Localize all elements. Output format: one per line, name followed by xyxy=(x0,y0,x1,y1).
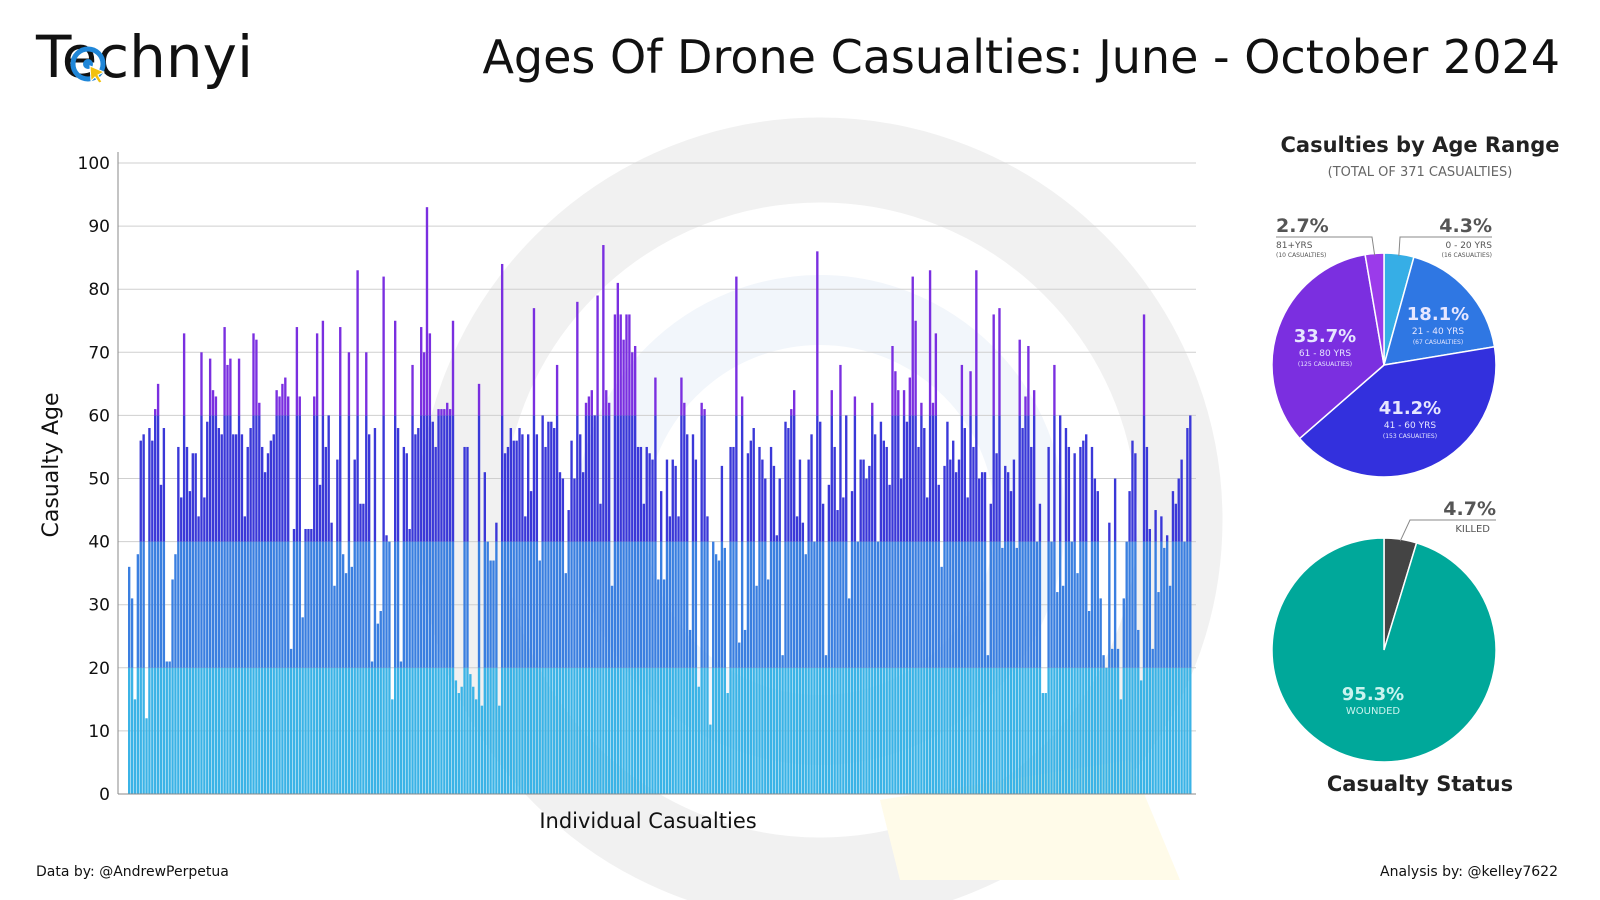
y-tick-label: 80 xyxy=(88,280,110,300)
y-axis-label: Casualty Age xyxy=(39,392,64,537)
y-tick-label: 100 xyxy=(78,154,110,174)
color-band xyxy=(128,541,1192,668)
y-tick-label: 0 xyxy=(99,785,110,805)
y-tick-label: 50 xyxy=(88,470,110,490)
y-tick-label: 90 xyxy=(88,217,110,237)
age-bar-chart: 0 10 20 30 40 50 60 70 80 90 100 Casualty Age Indi… xyxy=(39,152,1196,833)
age-pie-title: Casulties by Age Range xyxy=(1280,133,1560,157)
y-tick-label: 40 xyxy=(88,533,110,553)
y-tick-label: 60 xyxy=(88,406,110,426)
color-band xyxy=(128,667,1192,794)
age-pie-subtitle: (TOTAL OF 371 CASUALTIES) xyxy=(1327,165,1513,180)
data-credit: Data by: @AndrewPerpetua xyxy=(36,864,229,880)
y-axis-ticks: 0 10 20 30 40 50 60 70 80 90 100 xyxy=(78,154,110,805)
y-tick-label: 70 xyxy=(88,343,110,363)
y-tick-label: 10 xyxy=(88,722,110,742)
y-tick-label: 20 xyxy=(88,659,110,679)
status-pie-title: Casualty Status xyxy=(1326,772,1514,796)
analysis-credit: Analysis by: @kelley7622 xyxy=(1380,864,1558,880)
logo-target-icon xyxy=(70,46,106,84)
technyi-logo: Technyi xyxy=(36,22,253,92)
x-axis-label: Individual Casualties xyxy=(539,809,756,833)
y-tick-label: 30 xyxy=(88,596,110,616)
page-title: Ages Of Drone Casualties: June - October… xyxy=(482,30,1560,84)
